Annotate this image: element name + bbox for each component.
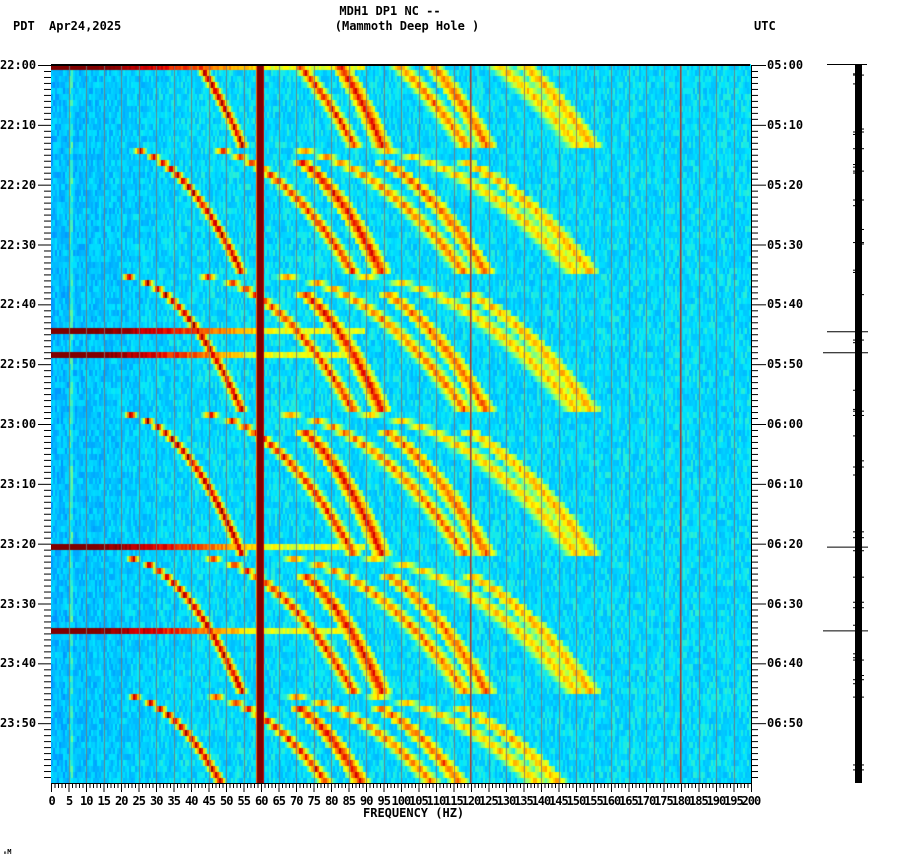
x-tick-label: 15 [97,794,111,808]
x-tick-label: 120 [461,794,482,808]
x-tick-label: 0 [48,794,56,808]
x-tick-label: 140 [531,794,552,808]
chart-title-site: (Mammoth Deep Hole ) [334,19,480,33]
x-tick-label: 155 [584,794,604,808]
x-tick-label: 175 [654,794,674,808]
x-tick-label: 10 [80,794,93,808]
x-tick-label: 85 [342,794,356,808]
y-tick-label-left: 23:30 [0,596,37,611]
corner-mark: ₙM [3,848,12,856]
y-tick-label-right: 05:30 [767,237,804,252]
y-tick-label-right: 06:20 [767,536,804,551]
y-tick-label-right: 06:50 [767,716,804,731]
x-tick-label: 135 [514,794,534,808]
x-tick-label: 5 [66,794,73,808]
y-tick-label-right: 05:50 [767,357,804,372]
x-tick-label: 55 [237,794,251,808]
x-tick-label: 125 [479,794,499,808]
x-tick-label: 190 [706,794,727,808]
y-tick-label-left: 22:30 [0,237,37,252]
x-tick-label: 115 [444,794,464,808]
x-tick-label: 45 [202,794,216,808]
x-axis-title: FREQUENCY (HZ) [363,806,465,820]
date-label: Apr24,2025 [49,19,122,33]
x-tick-label: 160 [601,794,622,808]
y-tick-label-right: 06:30 [767,596,804,611]
x-tick-label: 70 [290,794,303,808]
x-tick-label: 25 [132,794,146,808]
x-tick-label: 185 [689,794,709,808]
y-tick-label-right: 06:40 [767,656,804,671]
x-tick-label: 90 [360,794,373,808]
x-tick-label: 40 [185,794,198,808]
y-tick-label-left: 23:00 [0,417,37,431]
y-tick-label-left: 23:10 [0,476,37,491]
x-tick-label: 105 [409,794,429,808]
x-tick-label: 110 [426,794,447,808]
y-tick-label-left: 22:50 [0,357,37,372]
y-tick-label-left: 22:00 [0,58,37,72]
x-tick-label: 80 [325,794,338,808]
y-tick-label-right: 05:10 [767,117,804,132]
y-tick-label-left: 22:40 [0,297,37,312]
amplitude-trace [823,64,868,783]
y-tick-label-right: 06:00 [767,417,804,431]
x-tick-label: 60 [255,794,268,808]
x-tick-label: 30 [150,794,163,808]
x-tick-label: 180 [671,794,692,808]
x-tick-label: 145 [549,794,569,808]
y-tick-label-left: 23:50 [0,716,37,731]
x-tick-label: 195 [724,794,744,808]
y-tick-label-right: 05:00 [767,58,804,72]
x-tick-label: 130 [496,794,517,808]
y-tick-label-left: 23:20 [0,536,37,551]
x-tick-label: 165 [619,794,639,808]
y-tick-label-left: 22:10 [0,117,37,132]
spectrogram-plot [51,64,751,784]
x-tick-label: 35 [167,794,181,808]
y-tick-label-left: 23:40 [0,656,37,671]
x-tick-label: 100 [391,794,412,808]
y-tick-label-right: 05:20 [767,177,804,192]
timezone-right-label: UTC [754,19,776,33]
y-tick-label-right: 05:40 [767,297,804,312]
x-tick-label: 170 [636,794,657,808]
timezone-left-label: PDT [13,19,35,33]
chart-title-station: MDH1 DP1 NC -- [339,4,441,18]
y-tick-label-right: 06:10 [767,476,804,491]
x-tick-label: 65 [272,794,286,808]
x-tick-label: 150 [566,794,587,808]
spectrogram-heatmap [51,64,751,784]
x-tick-label: 200 [741,794,762,808]
x-tick-label: 95 [377,794,391,808]
x-tick-label: 75 [307,794,321,808]
y-tick-label-left: 22:20 [0,177,37,192]
x-tick-label: 50 [220,794,233,808]
x-tick-label: 20 [115,794,128,808]
